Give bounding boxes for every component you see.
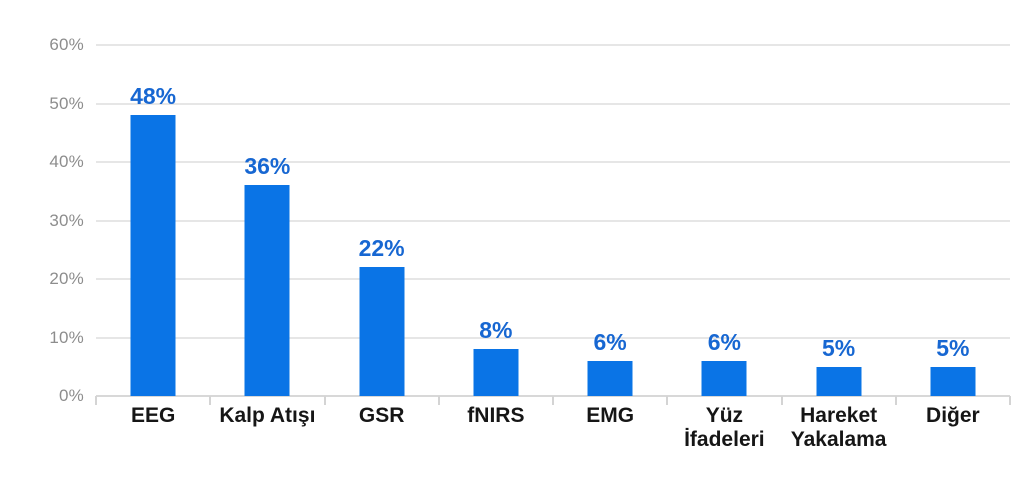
bar-value-label: 48% <box>130 83 177 110</box>
bar <box>359 267 405 396</box>
x-boundary-tick <box>209 396 212 405</box>
bar-column: 36% <box>210 45 324 396</box>
y-axis: 0% 10% 20% 30% 40% 50% 60% <box>0 35 84 405</box>
bar <box>816 366 862 396</box>
bar-value-label: 5% <box>936 334 970 361</box>
bar <box>130 115 176 396</box>
x-axis-label: Kalp Atışı <box>219 404 316 427</box>
gridline <box>96 219 1010 222</box>
y-tick-label: 50% <box>49 93 84 113</box>
x-boundary-tick <box>95 396 97 405</box>
x-boundary-tick <box>780 396 783 405</box>
x-axis-label: Hareket Yakalama <box>790 404 887 451</box>
gridline <box>96 161 1010 163</box>
x-axis-label: EEG <box>130 404 176 427</box>
bar <box>930 366 976 396</box>
x-axis-label: Yüz İfadeleri <box>684 404 765 451</box>
x-axis-label: Diğer <box>926 404 980 427</box>
x-boundary-tick <box>894 396 897 405</box>
gridline <box>96 102 1010 105</box>
x-axis-label: GSR <box>358 404 405 427</box>
y-tick-label: 30% <box>49 210 84 230</box>
bar-value-label: 6% <box>593 328 627 355</box>
x-boundary-tick <box>666 396 669 405</box>
x-boundary-tick <box>323 396 326 405</box>
x-axis-label: fNIRS <box>467 404 525 427</box>
bar-columns: 48% 36% 22% 8% 6% 6% 5% 5% <box>96 45 1010 396</box>
gridline <box>96 278 1010 280</box>
bar <box>587 360 633 396</box>
gridline <box>96 336 1010 339</box>
x-axis-label: EMG <box>586 404 635 427</box>
bar-value-label: 5% <box>822 334 856 361</box>
x-boundary-tick <box>1009 396 1011 405</box>
bar-value-label: 8% <box>479 317 513 344</box>
bar-column: 6% <box>667 45 781 396</box>
y-tick-label: 20% <box>49 269 84 288</box>
plot-area: 48% 36% 22% 8% 6% 6% 5% 5% <box>95 44 1011 405</box>
y-tick-label: 10% <box>49 327 84 347</box>
bar-value-label: 22% <box>358 235 405 262</box>
bar-column: 8% <box>439 45 553 396</box>
y-tick-label: 0% <box>59 386 84 405</box>
bar <box>701 360 747 396</box>
gridline <box>96 44 1010 46</box>
x-axis-labels: EEG Kalp Atışı GSR fNIRS EMG Yüz İfadeleri Har… <box>96 404 1010 451</box>
bar-value-label: 36% <box>244 153 291 180</box>
bar-column: 5% <box>782 45 896 396</box>
bar-column: 5% <box>896 45 1010 396</box>
bar-value-label: 6% <box>707 328 741 355</box>
x-boundary-tick <box>437 396 440 405</box>
x-boundary-tick <box>552 396 554 405</box>
bar-column: 22% <box>325 45 439 396</box>
bar-column: 48% <box>96 45 210 396</box>
y-tick-label: 40% <box>49 152 84 171</box>
bar <box>473 349 519 396</box>
bar-column: 6% <box>553 45 667 396</box>
y-tick-label: 60% <box>49 35 84 54</box>
bar <box>244 185 290 396</box>
